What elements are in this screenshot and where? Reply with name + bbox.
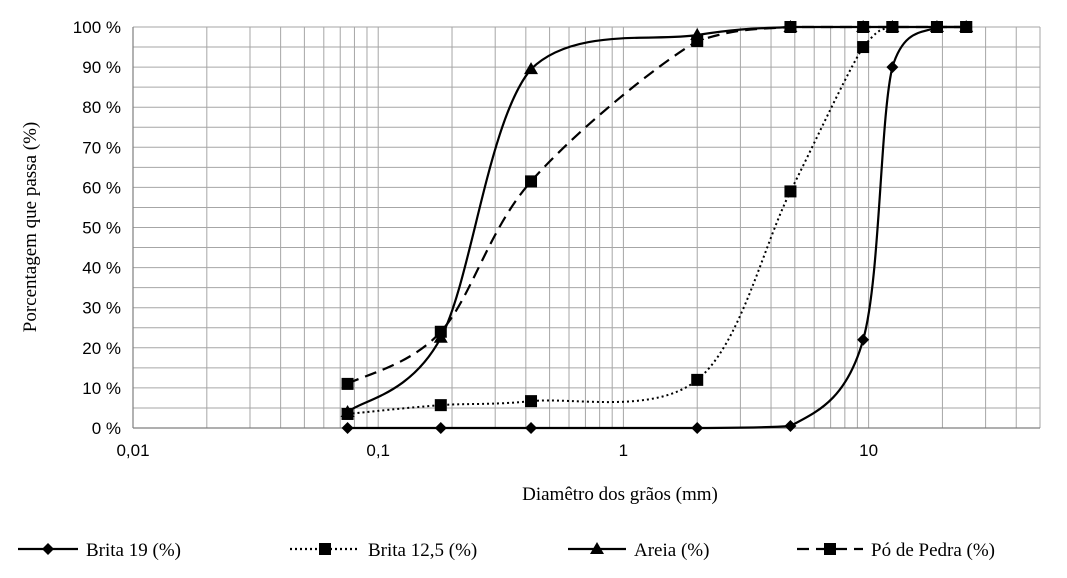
data-point xyxy=(886,21,899,33)
x-tick-label: 1 xyxy=(619,441,628,460)
data-point xyxy=(886,61,899,74)
data-point xyxy=(691,373,704,386)
data-point xyxy=(691,422,704,434)
legend-swatch-marker xyxy=(42,543,54,555)
y-tick-label: 90 % xyxy=(82,58,121,77)
y-tick-label: 80 % xyxy=(82,98,121,117)
data-point xyxy=(525,422,538,434)
data-point xyxy=(857,41,870,54)
y-tick-label: 40 % xyxy=(82,259,121,278)
grid xyxy=(132,26,1041,429)
data-point xyxy=(930,21,943,33)
data-point xyxy=(434,422,447,434)
y-tick-label: 100 % xyxy=(73,18,121,37)
x-axis-title: Diamêtro dos grãos (mm) xyxy=(522,484,718,505)
legend-label: Pó de Pedra (%) xyxy=(871,540,995,561)
data-point xyxy=(341,377,354,390)
y-tick-label: 60 % xyxy=(82,178,121,197)
y-tick-label: 50 % xyxy=(82,219,121,238)
legend-entry: Brita 19 (%) xyxy=(18,540,181,561)
legend-label: Brita 19 (%) xyxy=(86,540,181,561)
data-point xyxy=(784,419,797,432)
data-point xyxy=(434,325,447,338)
data-point xyxy=(340,404,355,417)
y-tick-label: 20 % xyxy=(82,339,121,358)
series-line xyxy=(347,25,967,415)
y-axis-title: Porcentagem que passa (%) xyxy=(20,122,41,333)
series-line xyxy=(347,25,967,385)
data-point xyxy=(857,21,870,33)
series-line xyxy=(346,25,967,413)
series-lines xyxy=(340,20,974,434)
series-4 xyxy=(341,21,973,390)
data-point xyxy=(857,333,870,346)
legend-entry: Pó de Pedra (%) xyxy=(797,540,995,561)
x-tick-labels: 0,01 0,1 1 10 xyxy=(116,441,878,460)
legend-entry: Brita 12,5 (%) xyxy=(290,540,477,561)
legend-label: Brita 12,5 (%) xyxy=(368,540,477,561)
x-tick-label: 0,1 xyxy=(366,441,390,460)
data-point xyxy=(524,62,539,75)
y-tick-label: 10 % xyxy=(82,379,121,398)
x-tick-label: 10 xyxy=(859,441,878,460)
data-point xyxy=(784,21,797,33)
legend-swatch-marker xyxy=(319,543,331,555)
legend-swatch-marker xyxy=(824,543,836,555)
y-tick-label: 0 % xyxy=(92,419,121,438)
y-tick-label: 30 % xyxy=(82,299,121,318)
data-point xyxy=(341,422,354,434)
x-tick-label: 0,01 xyxy=(116,441,149,460)
legend-entry: Areia (%) xyxy=(568,540,709,561)
legend-label: Areia (%) xyxy=(634,540,709,561)
data-point xyxy=(434,399,447,412)
legend: Brita 19 (%) Brita 12,5 (%) Areia (%) Pó de… xyxy=(18,540,995,561)
legend-swatch-marker xyxy=(590,542,604,554)
data-point xyxy=(960,21,973,33)
y-tick-labels: 0 % 10 % 20 % 30 % 40 % 50 % 60 % 70 % 80 % 90 % 1… xyxy=(73,18,121,438)
data-point xyxy=(691,35,704,48)
data-point xyxy=(525,175,538,188)
y-tick-label: 70 % xyxy=(82,138,121,157)
data-point xyxy=(784,185,797,198)
data-point xyxy=(525,395,538,408)
